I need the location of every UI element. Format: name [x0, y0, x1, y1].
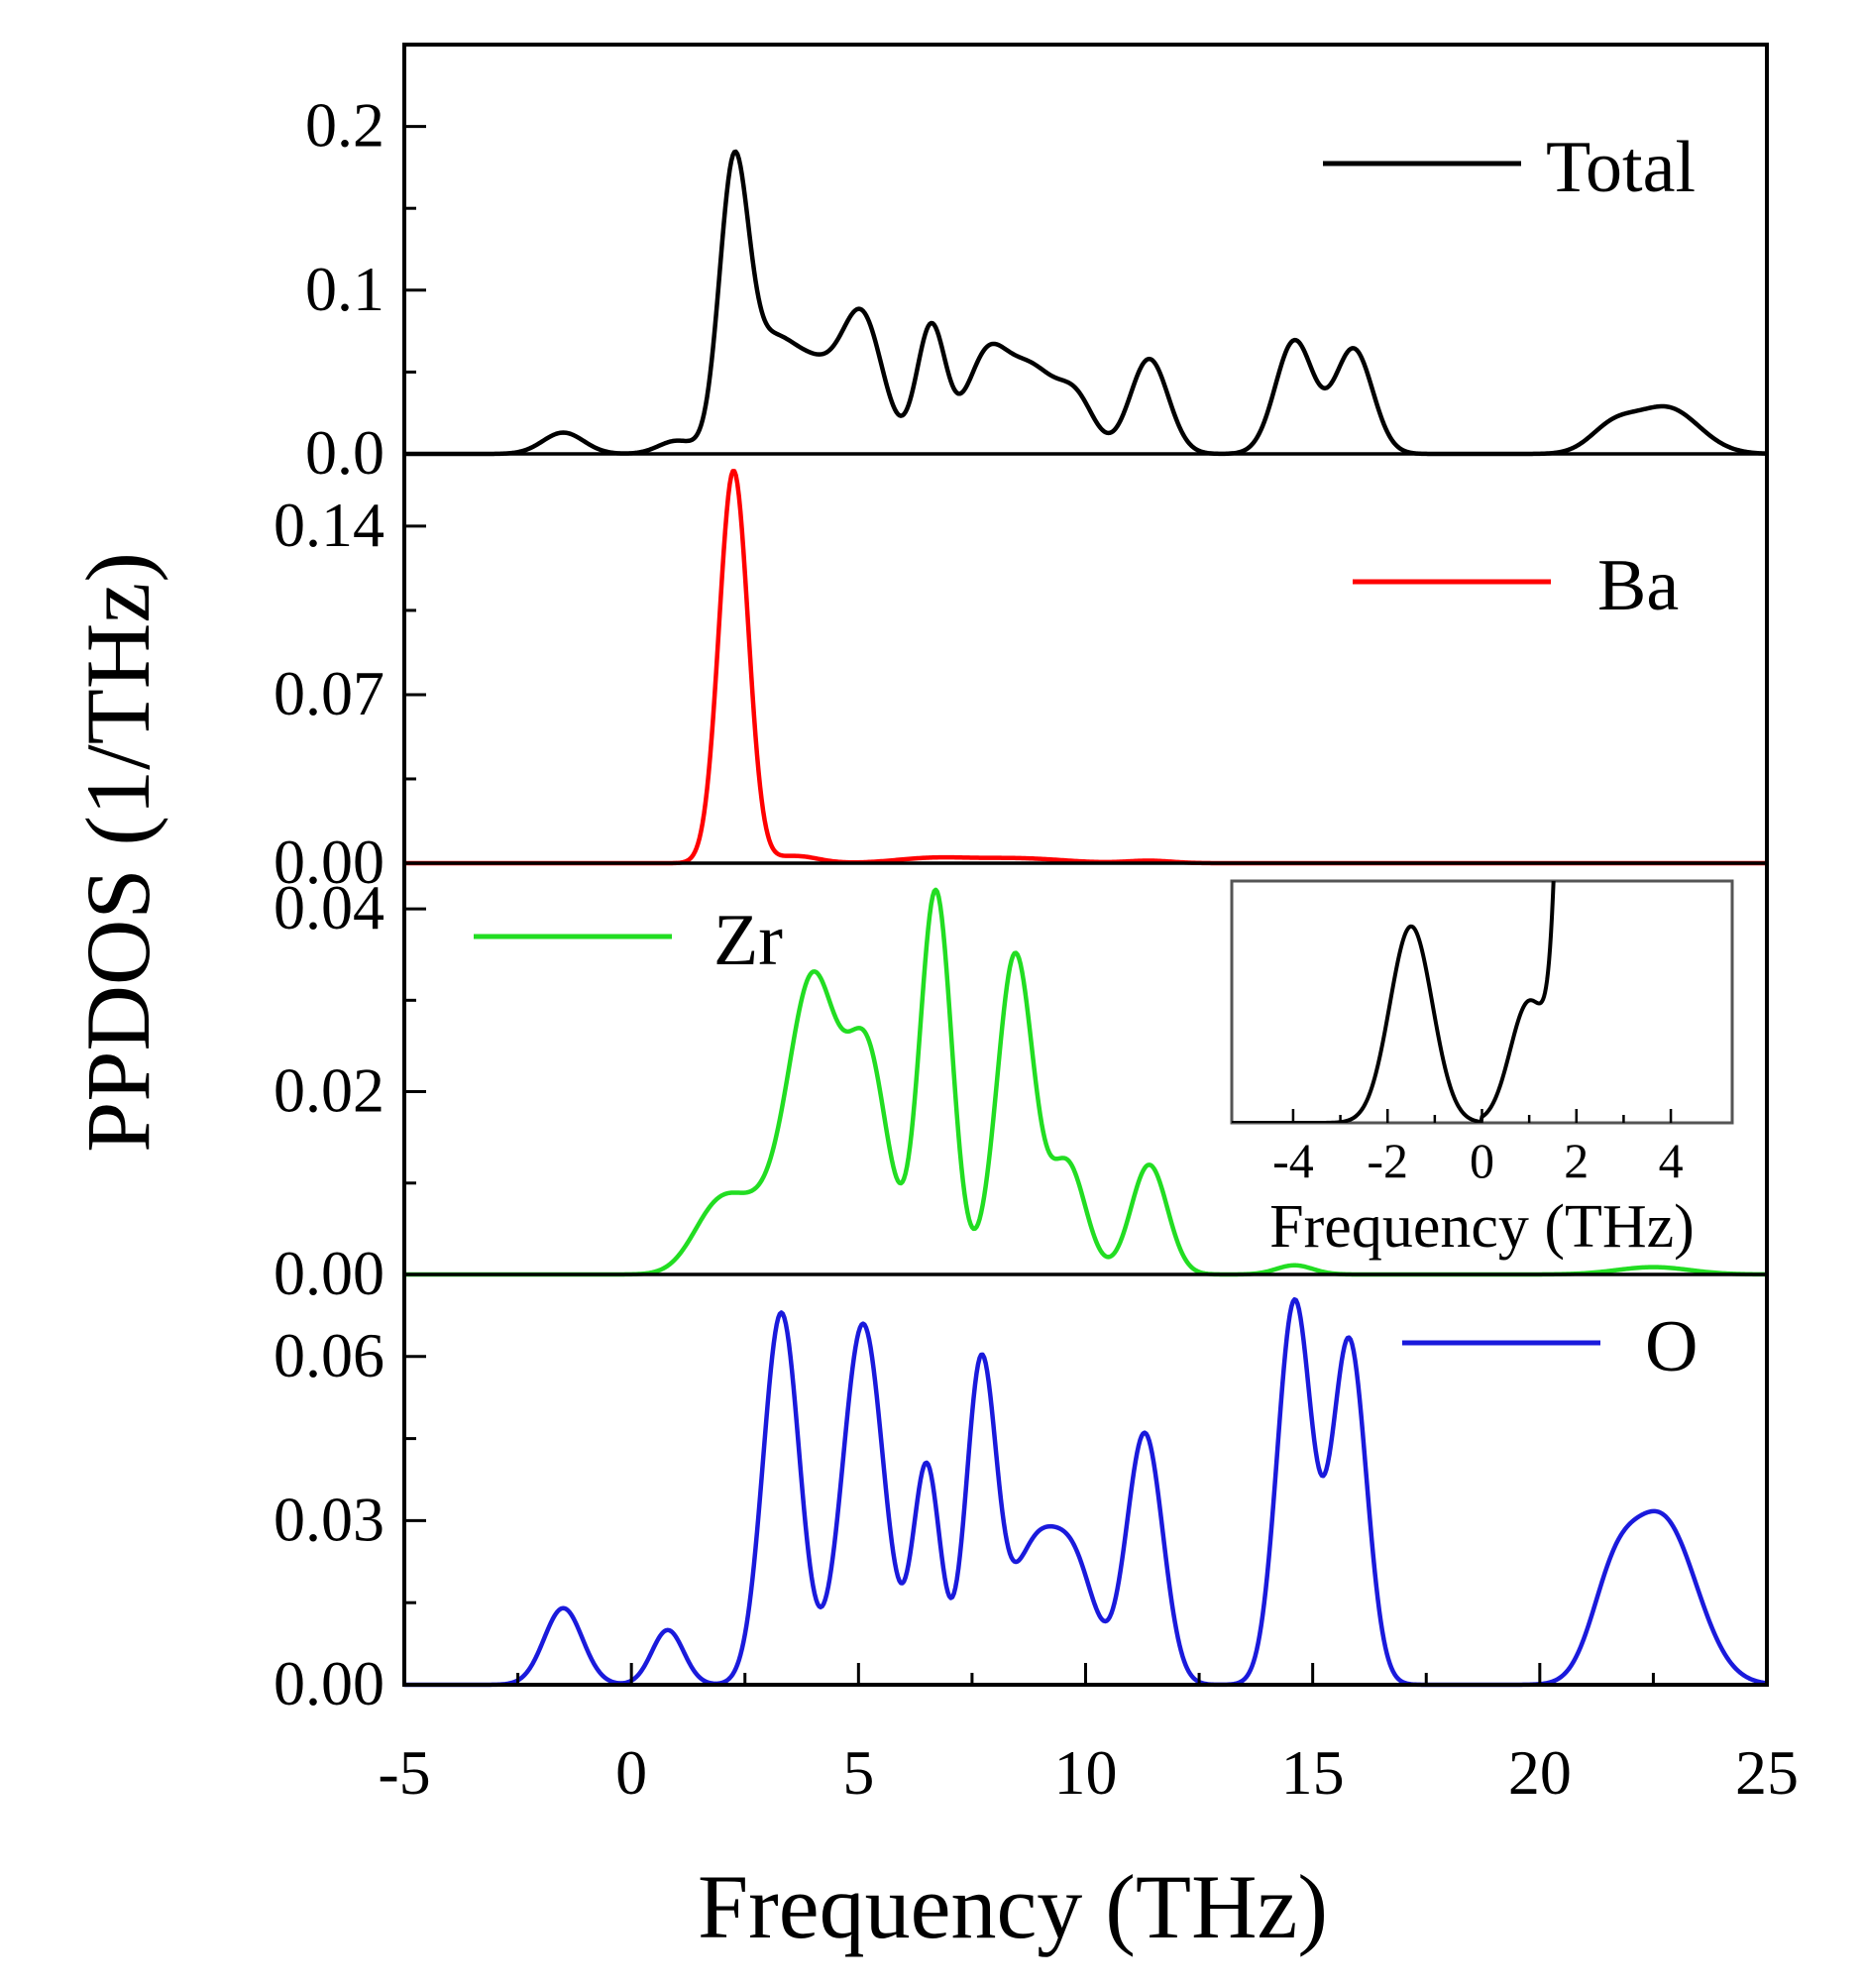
panels-layer: 0.0 0.1 0.2 Total 0.00 0.07 0.14 Ba 0.00 0.02 0.04…	[274, 43, 1799, 1808]
x-tick-label: 25	[1735, 1737, 1799, 1808]
inset-frame	[1230, 879, 1734, 1125]
inset-x-tick-label: 0	[1470, 1133, 1494, 1188]
y-tick-label: 0.04	[274, 872, 384, 942]
inset-x-tick-label: -4	[1272, 1133, 1314, 1188]
inset-x-tick-label: -2	[1367, 1133, 1408, 1188]
y-tick-label: 0.02	[274, 1055, 384, 1126]
y-tick-label: 0.07	[274, 658, 384, 728]
x-tick-label: 0	[615, 1737, 647, 1808]
y-axis-label: PPDOS (1/THz)	[67, 552, 168, 1153]
y-tick-label: 0.0	[305, 417, 384, 488]
panel-total: 0.0 0.1 0.2 Total	[305, 90, 1768, 488]
panel-zr: 0.00 0.02 0.04 Zr	[274, 872, 1768, 1308]
y-tick-label: 0.2	[305, 90, 384, 161]
legend-label-total: Total	[1546, 127, 1696, 208]
x-axis-label: Frequency (THz)	[698, 1856, 1328, 1957]
inset-x-tick-label: 2	[1564, 1133, 1589, 1188]
x-tick-label: 15	[1281, 1737, 1345, 1808]
x-tick-label: 5	[842, 1737, 874, 1808]
y-tick-label: 0.00	[274, 827, 384, 897]
legend-label-zr: Zr	[713, 900, 783, 981]
x-axis: -5 0 5 10 15 20 25	[378, 1663, 1799, 1808]
x-tick-label: -5	[378, 1737, 430, 1808]
x-tick-label: 20	[1508, 1737, 1572, 1808]
y-tick-label: 0.03	[274, 1484, 384, 1554]
y-tick-label: 0.1	[305, 254, 384, 324]
y-tick-label: 0.14	[274, 490, 384, 560]
x-tick-label: 10	[1054, 1737, 1118, 1808]
y-tick-label: 0.06	[274, 1320, 384, 1390]
panel-ba: 0.00 0.07 0.14 Ba	[274, 469, 1768, 897]
legend-label-ba: Ba	[1597, 545, 1679, 626]
y-tick-label: 0.00	[274, 1238, 384, 1308]
inset-x-axis-label: Frequency (THz)	[1269, 1193, 1695, 1261]
y-tick-label: 0.00	[274, 1648, 384, 1718]
legend-label-o: O	[1645, 1306, 1698, 1387]
inset-x-tick-label: 4	[1659, 1133, 1684, 1188]
